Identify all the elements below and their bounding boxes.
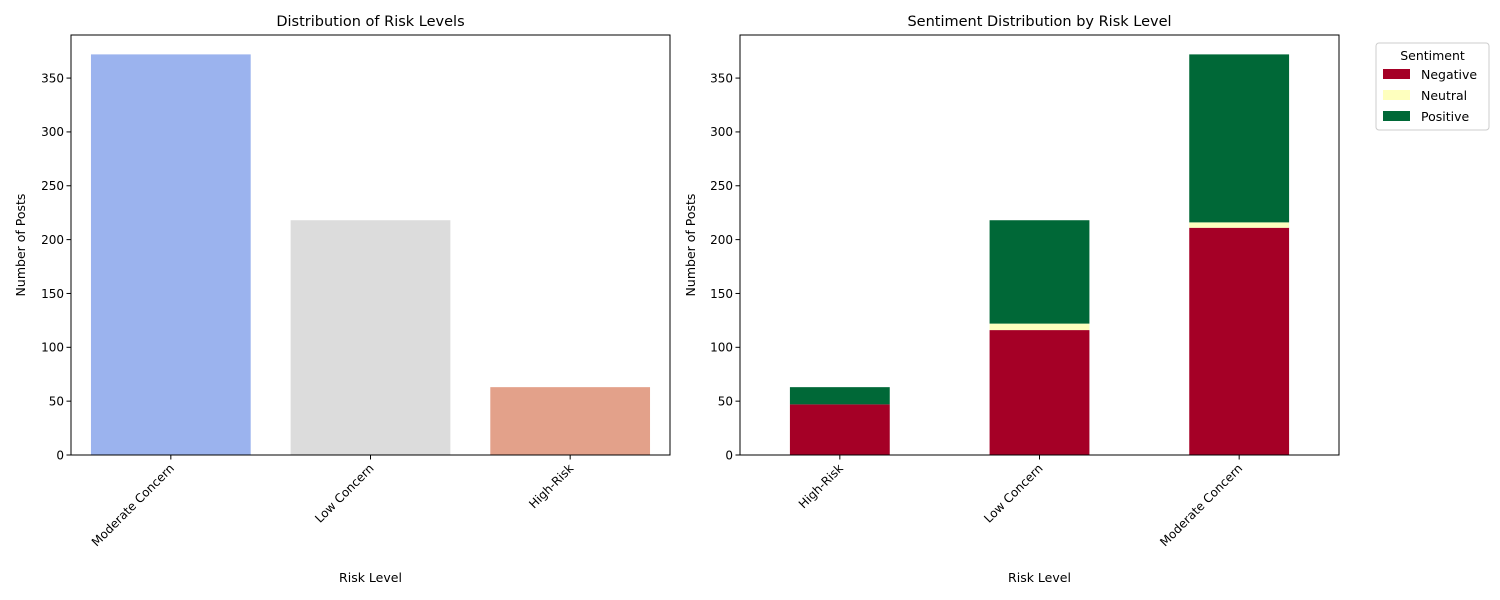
legend-label: Negative [1421, 67, 1477, 82]
x-tick-label: High-Risk [526, 461, 576, 511]
bar-segment-negative [789, 404, 890, 455]
y-tick-label: 0 [56, 448, 64, 462]
y-axis-label: Number of Posts [683, 194, 698, 297]
y-tick-label: 150 [710, 287, 733, 301]
y-tick-label: 200 [710, 233, 733, 247]
y-tick-label: 150 [41, 287, 64, 301]
bar-segment-neutral [989, 323, 1090, 331]
y-axis: 0 50 100 150 200 250 300 350 [710, 71, 740, 462]
y-tick-label: 100 [710, 341, 733, 355]
chart-title: Distribution of Risk Levels [276, 14, 464, 30]
x-tick-label: High-Risk [796, 461, 846, 511]
bar-segment-neutral [1189, 222, 1290, 228]
y-tick-label: 350 [41, 71, 64, 85]
y-tick-label: 300 [41, 125, 64, 139]
bar [490, 387, 651, 455]
y-tick-label: 350 [710, 71, 733, 85]
chart-title: Sentiment Distribution by Risk Level [907, 14, 1171, 30]
bars [90, 54, 651, 456]
x-axis: Moderate Concern Low Concern High-Risk [89, 455, 576, 549]
legend-swatch [1383, 69, 1410, 79]
legend-swatch [1383, 90, 1410, 100]
legend-label: Neutral [1421, 88, 1467, 103]
y-tick-label: 100 [41, 341, 64, 355]
y-tick-label: 50 [718, 394, 733, 408]
bar-segment-negative [1189, 227, 1290, 455]
y-tick-label: 200 [41, 233, 64, 247]
stacked-bars [789, 54, 1290, 455]
x-tick-label: Moderate Concern [89, 461, 177, 549]
legend-frame [1375, 42, 1490, 131]
y-tick-label: 250 [41, 179, 64, 193]
bar [90, 54, 251, 456]
x-tick-label: Moderate Concern [1157, 461, 1245, 549]
y-tick-label: 0 [725, 448, 733, 462]
y-axis-label: Number of Posts [13, 194, 28, 297]
x-tick-label: Low Concern [312, 461, 376, 525]
x-axis: High-Risk Low Concern Moderate Concern [796, 455, 1245, 549]
plot-frame [70, 34, 671, 456]
y-tick-label: 250 [710, 179, 733, 193]
bar-segment-positive [1189, 54, 1290, 223]
x-axis-label: Risk Level [1008, 570, 1071, 585]
legend-swatch [1383, 111, 1410, 121]
bar [290, 220, 451, 455]
bar-segment-positive [989, 220, 1090, 324]
y-axis: 0 50 100 150 200 250 300 350 [41, 71, 71, 462]
legend-entries: Negative Neutral Positive [1383, 67, 1477, 124]
x-tick-label: Low Concern [981, 461, 1045, 525]
legend-label: Positive [1421, 109, 1469, 124]
bar-segment-positive [789, 387, 890, 405]
y-tick-label: 300 [710, 125, 733, 139]
legend: Sentiment Negative Neutral Positive [1375, 42, 1490, 131]
y-tick-label: 50 [49, 394, 64, 408]
bar-segment-negative [989, 330, 1090, 455]
x-axis-label: Risk Level [339, 570, 402, 585]
risk-distribution-chart: Distribution of Risk Levels 0 50 100 150 200… [13, 14, 671, 585]
plot-frame [739, 34, 1340, 456]
sentiment-by-risk-chart: Sentiment Distribution by Risk Level 0 50… [683, 14, 1490, 585]
legend-title: Sentiment [1400, 48, 1465, 63]
